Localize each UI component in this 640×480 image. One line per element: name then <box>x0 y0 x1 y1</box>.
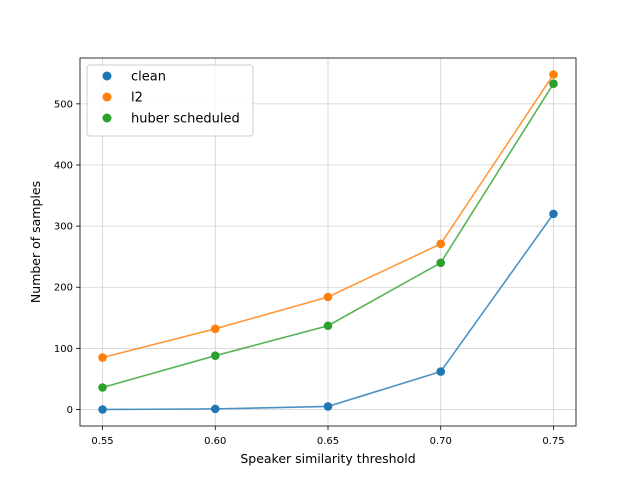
legend-marker-huber-scheduled <box>102 113 112 123</box>
y-axis-ticks: 0 100 200 300 400 500 <box>54 99 80 416</box>
x-tick-label: 0.60 <box>204 436 226 447</box>
data-point-clean <box>323 402 333 411</box>
legend-label-huber-scheduled: huber scheduled <box>131 112 240 127</box>
data-point-huber-scheduled <box>323 321 333 331</box>
legend: clean l2 huber scheduled <box>86 64 254 137</box>
data-point-l2 <box>323 292 333 302</box>
data-point-huber-scheduled <box>210 351 220 361</box>
x-axis-label: Speaker similarity threshold <box>240 451 415 466</box>
x-axis-ticks: 0.55 0.60 0.65 0.70 0.75 <box>91 426 565 447</box>
x-tick-label: 0.75 <box>542 436 564 447</box>
series-points <box>98 70 558 414</box>
x-tick-label: 0.55 <box>91 436 113 447</box>
legend-label-l2: l2 <box>131 91 143 106</box>
y-tick-label: 500 <box>54 99 73 110</box>
data-point-l2 <box>549 70 558 79</box>
x-tick-label: 0.65 <box>317 436 339 447</box>
y-tick-label: 100 <box>54 344 73 355</box>
legend-marker-clean <box>102 71 112 81</box>
y-tick-label: 200 <box>54 283 73 294</box>
data-point-l2 <box>98 353 107 362</box>
data-point-l2 <box>210 324 220 334</box>
data-point-l2 <box>436 239 446 249</box>
x-tick-label: 0.70 <box>430 436 452 447</box>
data-point-clean <box>549 209 558 219</box>
data-point-clean <box>436 367 446 376</box>
y-tick-label: 400 <box>54 160 73 171</box>
y-tick-label: 0 <box>67 405 73 416</box>
legend-box <box>86 64 254 137</box>
y-tick-label: 300 <box>54 222 73 233</box>
y-axis-label: Number of samples <box>28 181 43 303</box>
data-point-huber-scheduled <box>549 79 558 88</box>
data-point-clean <box>98 405 107 414</box>
data-point-huber-scheduled <box>98 383 107 392</box>
data-point-huber-scheduled <box>436 258 446 268</box>
data-point-clean <box>210 404 220 414</box>
legend-marker-l2 <box>102 92 112 102</box>
legend-label-clean: clean <box>131 70 166 85</box>
